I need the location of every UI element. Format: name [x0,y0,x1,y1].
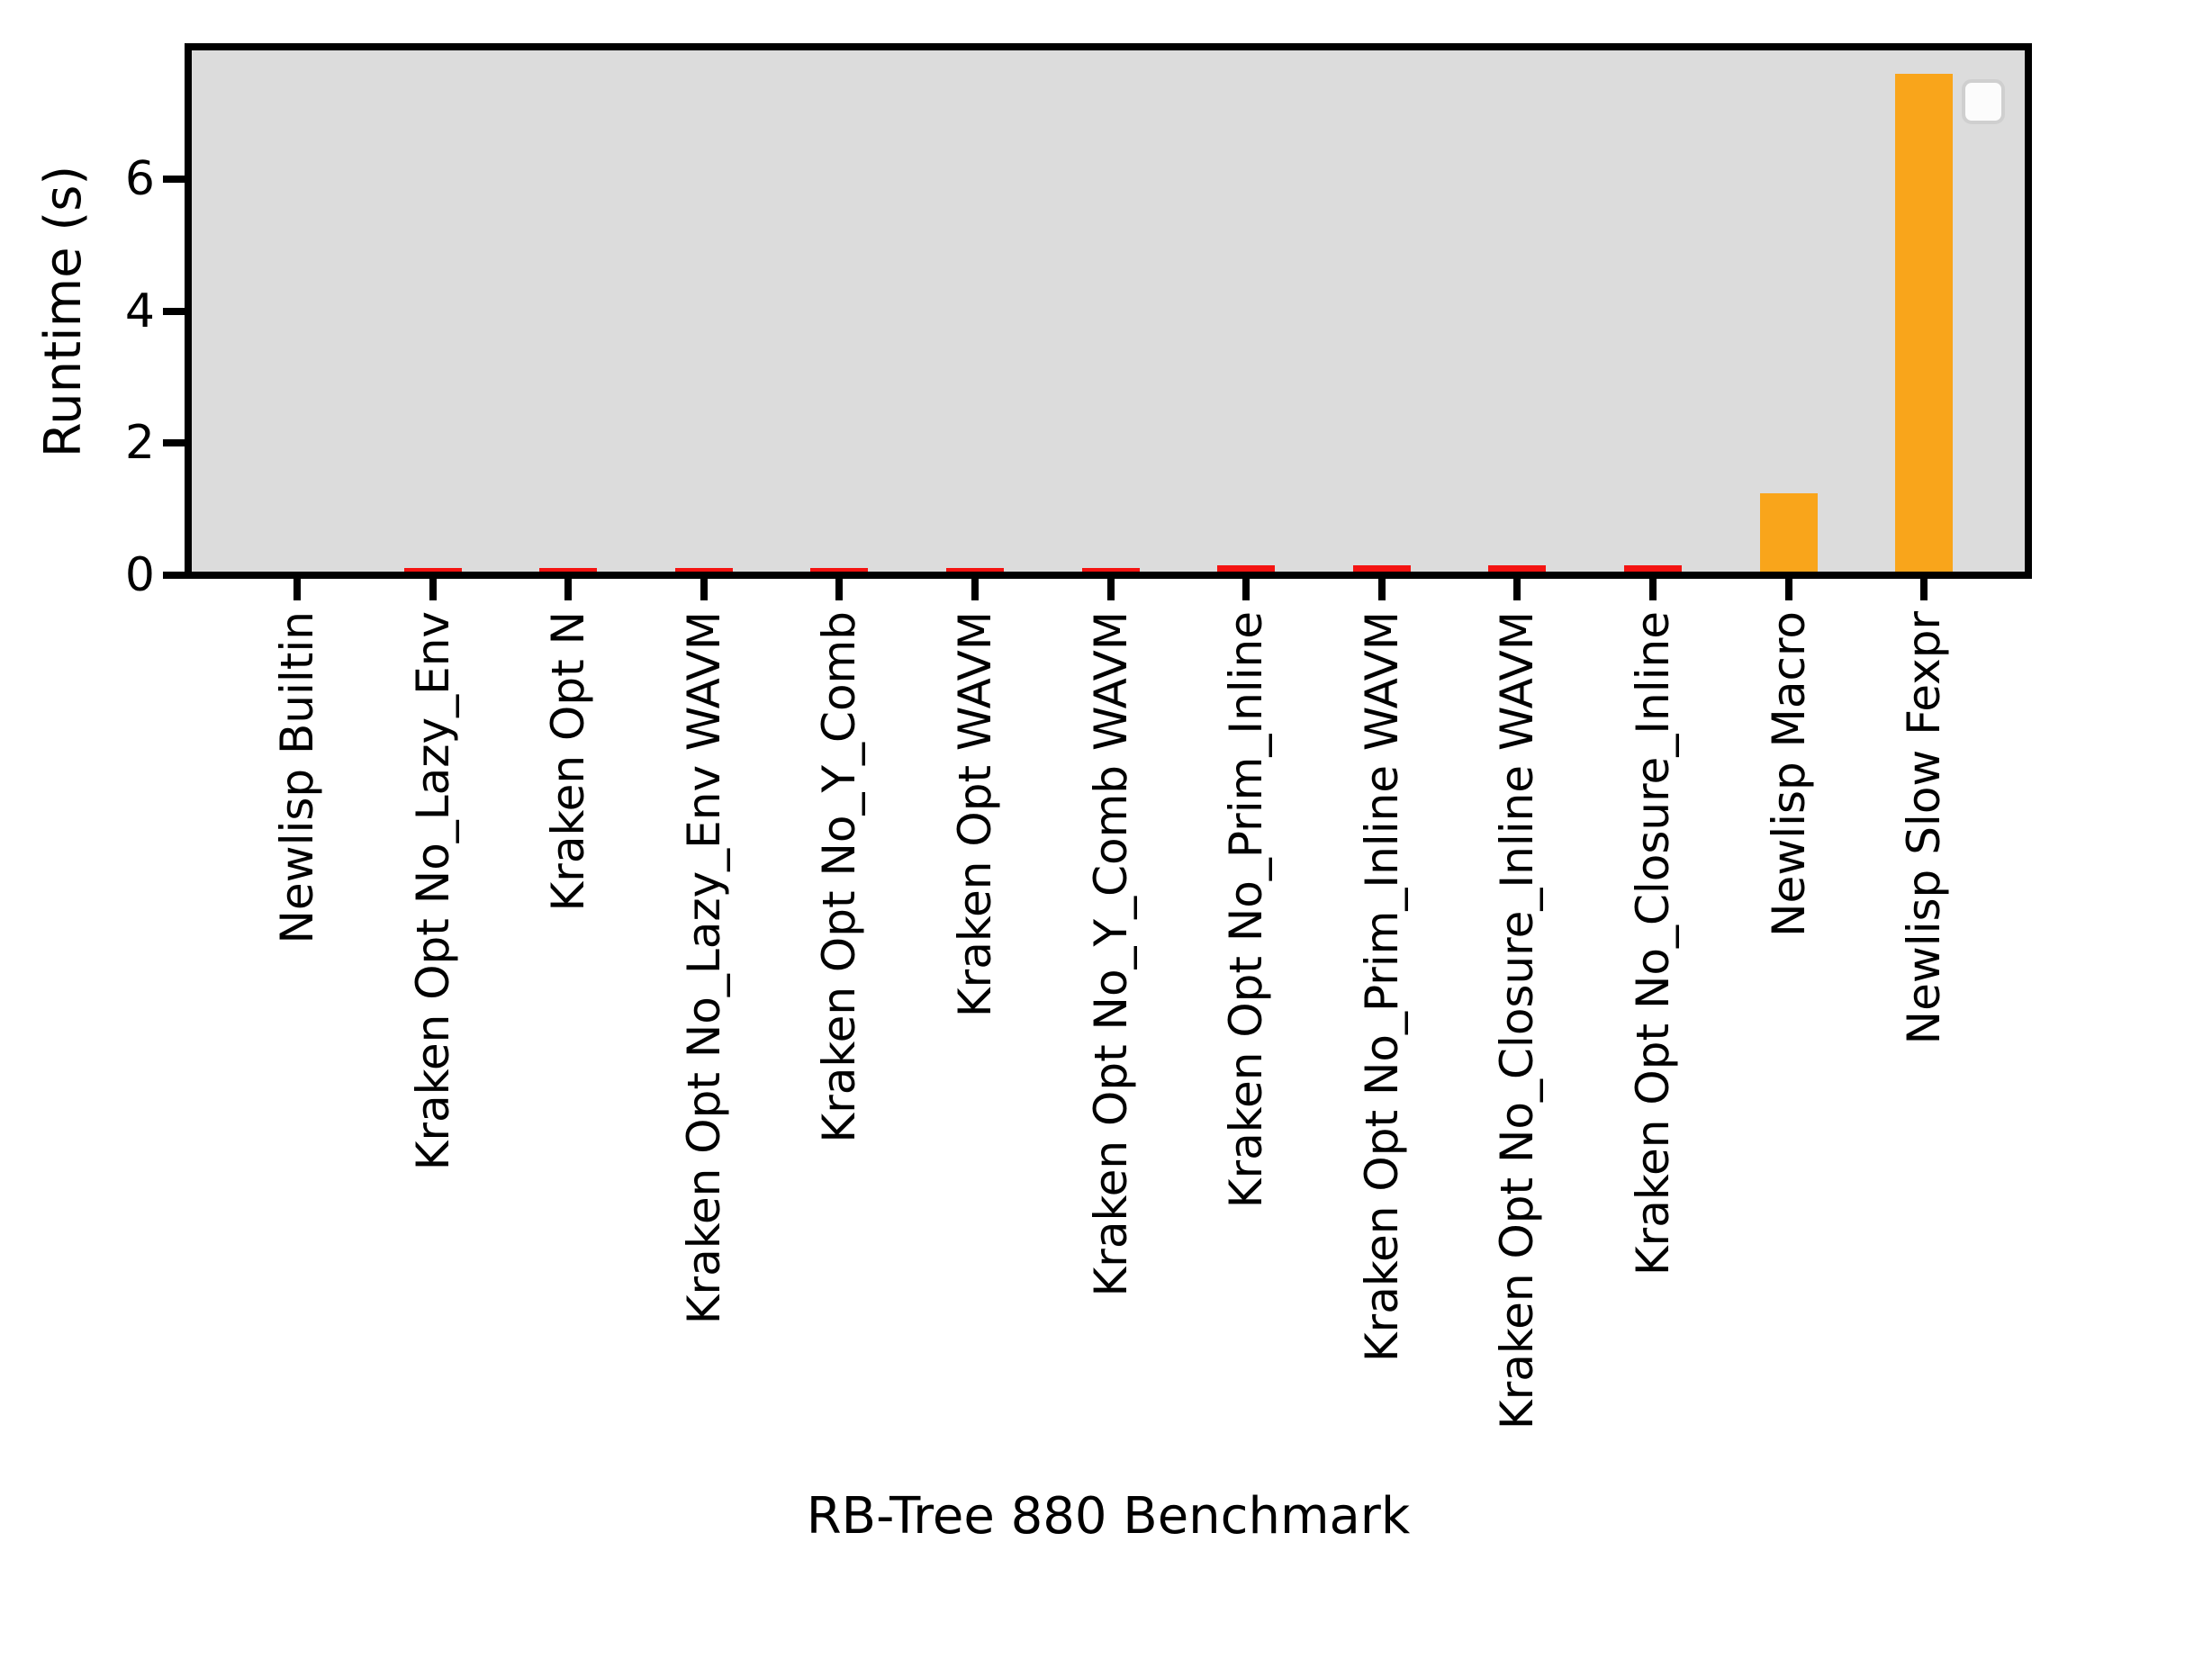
bar-kraken-opt-no-prim-inline-wavm [1353,565,1411,572]
bars-layer [192,50,2025,572]
x-tick-mark [1378,579,1386,600]
plot-area [185,43,2032,579]
x-category-label: Kraken Opt WAVM [949,611,1001,1018]
x-category-label: Kraken Opt No_Closure_Inline [1627,611,1679,1276]
bar-newlisp-slow-fexpr [1895,74,1953,572]
x-category-label: Kraken Opt No_Y_Comb WAVM [1085,611,1137,1297]
x-category-label: Kraken Opt No_Y_Comb [813,611,865,1143]
bar-kraken-opt-wavm [946,568,1004,572]
x-tick-mark [1107,579,1115,600]
bar-kraken-opt-n [539,568,597,572]
legend-box [1962,79,2005,124]
x-category-label: Kraken Opt No_Lazy_Env [407,611,459,1171]
x-tick-mark [429,579,437,600]
bar-kraken-opt-no-lazy-env [404,568,462,572]
x-tick-mark [1513,579,1521,600]
x-category-label: Kraken Opt No_Lazy_Env WAVM [678,611,730,1325]
bar-kraken-opt-no-closure-inline-wavm [1488,565,1546,572]
bar-kraken-opt-no-closure-inline [1624,565,1682,572]
y-tick-mark [163,439,185,446]
y-tick-mark [163,176,185,183]
x-tick-mark [293,579,301,600]
x-tick-mark [1785,579,1792,600]
x-category-label: Kraken Opt N [542,611,594,912]
x-tick-mark [971,579,979,600]
x-tick-mark [700,579,708,600]
y-tick-label: 4 [124,284,155,338]
x-category-label: Kraken Opt No_Prim_Inline [1220,611,1272,1209]
x-tick-mark [1242,579,1250,600]
x-category-label: Newlisp Slow Fexpr [1898,611,1950,1045]
x-tick-mark [564,579,572,600]
bar-kraken-opt-no-prim-inline [1217,565,1275,572]
x-tick-mark [1649,579,1657,600]
bar-kraken-opt-no-y-comb-wavm [1082,568,1140,572]
x-category-label: Kraken Opt No_Closure_Inline WAVM [1491,611,1543,1430]
bar-newlisp-macro [1760,493,1818,572]
y-tick-mark [163,572,185,579]
x-category-label: Newlisp Macro [1763,611,1815,937]
y-tick-label: 2 [124,416,155,470]
x-category-label: Newlisp Builtin [271,611,323,944]
y-tick-label: 6 [124,152,155,206]
bar-kraken-opt-no-y-comb [810,568,868,572]
x-tick-mark [835,579,843,600]
x-tick-mark [1920,579,1928,600]
x-category-label: Kraken Opt No_Prim_Inline WAVM [1356,611,1408,1363]
y-tick-label: 0 [124,548,155,602]
x-axis-title: RB-Tree 880 Benchmark [806,1487,1411,1546]
bar-kraken-opt-no-lazy-env-wavm [675,568,733,572]
y-tick-mark [163,308,185,315]
